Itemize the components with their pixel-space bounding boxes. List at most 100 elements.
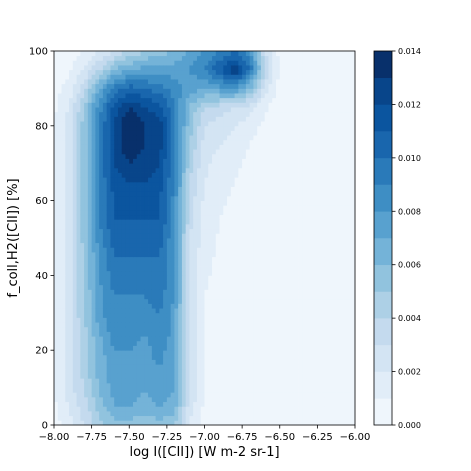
density-cell: [309, 345, 315, 351]
density-cell: [272, 191, 277, 197]
density-cell: [287, 289, 292, 295]
density-cell: [321, 382, 326, 388]
density-cell: [129, 331, 134, 337]
density-cell: [279, 354, 284, 360]
density-cell: [230, 392, 235, 398]
density-cell: [219, 317, 224, 323]
density-cell: [260, 158, 266, 164]
density-cell: [264, 317, 269, 323]
density-cell: [189, 247, 194, 253]
density-cell: [227, 312, 232, 318]
density-cell: [140, 280, 145, 286]
density-cell: [80, 209, 85, 216]
density-cell: [212, 336, 217, 342]
density-cell: [121, 266, 126, 272]
density-cell: [268, 266, 273, 272]
density-cell: [279, 298, 284, 304]
density-cell: [114, 382, 119, 388]
density-cell: [219, 298, 224, 304]
density-cell: [121, 219, 126, 225]
density-cell: [343, 298, 348, 304]
density-cell: [129, 420, 134, 426]
density-cell: [260, 378, 266, 384]
density-cell: [291, 186, 296, 192]
density-cell: [317, 261, 322, 267]
density-cell: [242, 275, 247, 281]
density-cell: [242, 200, 247, 206]
density-cell: [313, 289, 318, 295]
density-cell: [84, 163, 89, 169]
density-cell: [129, 275, 134, 281]
density-cell: [279, 214, 284, 220]
density-cell: [321, 195, 326, 201]
density-cell: [272, 247, 277, 253]
density-cell: [272, 392, 277, 398]
density-cell: [227, 410, 232, 417]
density-cell: [291, 392, 296, 398]
density-cell: [208, 294, 213, 300]
density-cell: [193, 275, 198, 281]
density-cell: [76, 317, 81, 323]
density-cell: [324, 396, 330, 403]
density-cell: [347, 364, 352, 370]
density-cell: [155, 252, 160, 258]
density-cell: [257, 256, 262, 262]
density-cell: [102, 364, 108, 370]
density-cell: [336, 396, 341, 403]
density-cell: [102, 284, 108, 290]
density-cell: [343, 322, 348, 328]
density-cell: [69, 345, 74, 351]
density-cell: [155, 205, 160, 211]
density-cell: [321, 294, 326, 300]
density-cell: [151, 345, 156, 351]
density-cell: [185, 308, 190, 314]
density-cell: [106, 298, 111, 304]
density-cell: [185, 415, 190, 421]
density-cell: [309, 144, 315, 150]
density-cell: [257, 275, 262, 281]
density-cell: [84, 378, 89, 384]
density-cell: [283, 350, 288, 356]
density-cell: [223, 130, 228, 136]
density-cell: [257, 228, 262, 234]
density-cell: [129, 336, 134, 342]
density-cell: [219, 308, 224, 314]
density-cell: [324, 181, 330, 187]
density-cell: [121, 125, 126, 131]
density-cell: [230, 158, 235, 164]
density-cell: [125, 228, 130, 234]
density-cell: [95, 340, 100, 346]
density-cell: [99, 350, 104, 356]
density-cell: [121, 401, 126, 407]
density-cell: [230, 326, 235, 332]
density-cell: [196, 312, 202, 318]
density-cell: [302, 181, 307, 187]
density-cell: [339, 266, 345, 272]
density-cell: [181, 359, 187, 365]
density-cell: [129, 205, 134, 211]
density-cell: [343, 308, 348, 314]
density-cell: [117, 373, 123, 379]
density-cell: [275, 153, 281, 159]
density-cell: [260, 312, 266, 318]
density-cell: [324, 280, 330, 286]
density-cell: [253, 172, 258, 178]
density-cell: [76, 373, 81, 379]
density-cell: [264, 252, 269, 258]
density-cell: [140, 252, 145, 258]
density-cell: [317, 317, 322, 323]
density-cell: [69, 378, 74, 384]
density-cell: [260, 200, 266, 206]
density-cell: [309, 308, 315, 314]
density-cell: [298, 354, 303, 360]
density-cell: [95, 392, 100, 398]
density-cell: [54, 401, 59, 407]
density-cell: [227, 135, 232, 141]
density-cell: [193, 130, 198, 136]
density-cell: [242, 387, 247, 393]
density-cell: [302, 340, 307, 346]
density-cell: [253, 219, 258, 225]
density-cell: [332, 209, 337, 216]
density-cell: [174, 135, 179, 141]
density-cell: [166, 270, 172, 276]
